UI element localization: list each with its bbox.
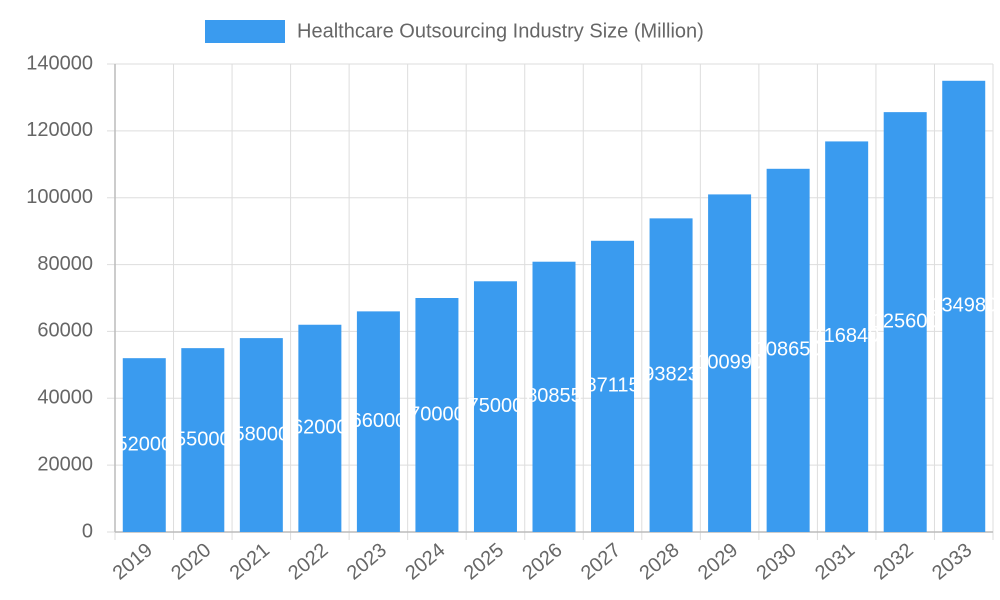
x-tick-label: 2021 bbox=[226, 539, 274, 584]
data-label: 93823 bbox=[643, 363, 699, 385]
x-tick-label: 2031 bbox=[811, 539, 859, 584]
x-tick-label: 2019 bbox=[109, 539, 157, 584]
data-label: 75000 bbox=[468, 395, 524, 417]
bar bbox=[591, 240, 635, 533]
x-tick-label: 2028 bbox=[635, 539, 683, 584]
x-tick-label: 2020 bbox=[167, 539, 215, 584]
data-label: 66000 bbox=[351, 410, 407, 432]
data-label: 80855 bbox=[526, 385, 582, 407]
bar bbox=[239, 338, 283, 532]
x-tick-label: 2033 bbox=[928, 539, 976, 584]
bar bbox=[298, 324, 342, 532]
x-tick-label: 2026 bbox=[518, 539, 566, 584]
data-label: 134980 bbox=[930, 295, 997, 317]
y-tick-label: 120000 bbox=[26, 119, 93, 141]
data-label: 55000 bbox=[175, 428, 231, 450]
bar bbox=[356, 311, 400, 532]
data-label: 125600 bbox=[872, 310, 939, 332]
bar bbox=[181, 348, 225, 532]
y-tick-label: 100000 bbox=[26, 186, 93, 208]
data-label: 108650 bbox=[755, 339, 822, 361]
data-label: 116840 bbox=[814, 325, 879, 347]
data-label: 62000 bbox=[292, 417, 348, 439]
x-tick-label: 2029 bbox=[694, 539, 742, 584]
data-label: 52000 bbox=[116, 433, 172, 455]
x-tick-label: 2032 bbox=[870, 539, 918, 584]
x-tick-label: 2023 bbox=[343, 539, 391, 584]
bar bbox=[532, 261, 576, 532]
x-tick-label: 2030 bbox=[753, 539, 801, 584]
bar bbox=[122, 358, 166, 532]
bar bbox=[473, 281, 517, 532]
bar bbox=[825, 141, 869, 532]
data-label: 100990 bbox=[696, 351, 763, 373]
data-label: 87115 bbox=[585, 375, 639, 397]
x-tick-label: 2025 bbox=[460, 539, 508, 584]
bar bbox=[649, 218, 693, 533]
bar bbox=[766, 168, 810, 532]
x-tick-label: 2027 bbox=[577, 539, 625, 584]
y-tick-label: 0 bbox=[82, 520, 93, 542]
legend-swatch[interactable] bbox=[205, 20, 285, 43]
y-tick-label: 40000 bbox=[37, 387, 93, 409]
y-tick-label: 20000 bbox=[37, 453, 93, 475]
bar bbox=[883, 112, 927, 532]
data-label: 70000 bbox=[409, 403, 465, 425]
y-tick-label: 60000 bbox=[37, 320, 93, 342]
data-label: 58000 bbox=[234, 423, 290, 445]
y-tick-label: 80000 bbox=[37, 253, 93, 275]
legend-label[interactable]: Healthcare Outsourcing Industry Size (Mi… bbox=[297, 20, 704, 42]
x-tick-label: 2024 bbox=[401, 539, 449, 584]
bar bbox=[415, 298, 459, 532]
bar bbox=[708, 194, 752, 533]
x-tick-label: 2022 bbox=[284, 539, 332, 584]
y-tick-label: 140000 bbox=[26, 52, 93, 74]
bar bbox=[942, 80, 986, 533]
